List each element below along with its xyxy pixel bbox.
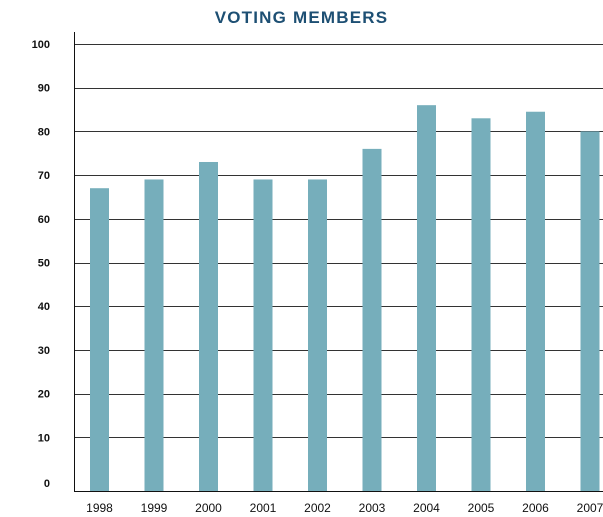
x-tick-label: 2001: [250, 501, 277, 515]
bar-2003: [363, 149, 382, 491]
x-tick-label: 2004: [413, 501, 440, 515]
y-tick-label: 20: [38, 389, 50, 401]
bar-2007: [581, 131, 600, 491]
x-tick-label: 2000: [195, 501, 222, 515]
x-tick-label: 2005: [468, 501, 495, 515]
y-tick-label: 100: [32, 39, 50, 51]
bar-2001: [254, 179, 273, 491]
x-tick-label: 1998: [86, 501, 113, 515]
bar-2004: [417, 105, 436, 491]
y-axis: 0 10 20 30 40 50 60 70 80 90 100: [32, 32, 75, 491]
bar-2000: [199, 162, 218, 491]
y-tick-label: 70: [38, 170, 50, 182]
bar-1999: [145, 179, 164, 491]
x-tick-label: 2007: [577, 501, 603, 515]
x-tick-label: 2003: [359, 501, 386, 515]
y-tick-label: 50: [38, 258, 50, 270]
x-tick-label: 2006: [522, 501, 549, 515]
bar-2002: [308, 179, 327, 491]
y-tick-label: 0: [44, 478, 50, 490]
bar-1998: [90, 188, 109, 491]
x-axis: 1998 1999 2000 2001 2002 2003 2004 2005 2006 2007: [74, 492, 603, 516]
y-tick-label: 80: [38, 126, 50, 138]
y-tick-label: 60: [38, 214, 50, 226]
y-tick-label: 30: [38, 345, 50, 357]
bar-2005: [472, 118, 491, 491]
bars: [90, 105, 600, 491]
x-tick-label: 2002: [304, 501, 331, 515]
x-tick-label: 1999: [141, 501, 168, 515]
bar-2006: [526, 112, 545, 491]
y-tick-label: 90: [38, 83, 50, 95]
y-tick-label: 40: [38, 301, 50, 313]
y-tick-label: 10: [38, 432, 50, 444]
